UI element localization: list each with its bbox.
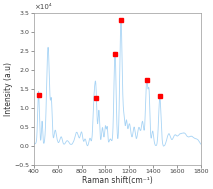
- Y-axis label: Intensity (a.u): Intensity (a.u): [4, 62, 13, 116]
- Text: ×10⁴: ×10⁴: [34, 4, 51, 10]
- X-axis label: Raman shift(cm⁻¹): Raman shift(cm⁻¹): [82, 176, 153, 185]
